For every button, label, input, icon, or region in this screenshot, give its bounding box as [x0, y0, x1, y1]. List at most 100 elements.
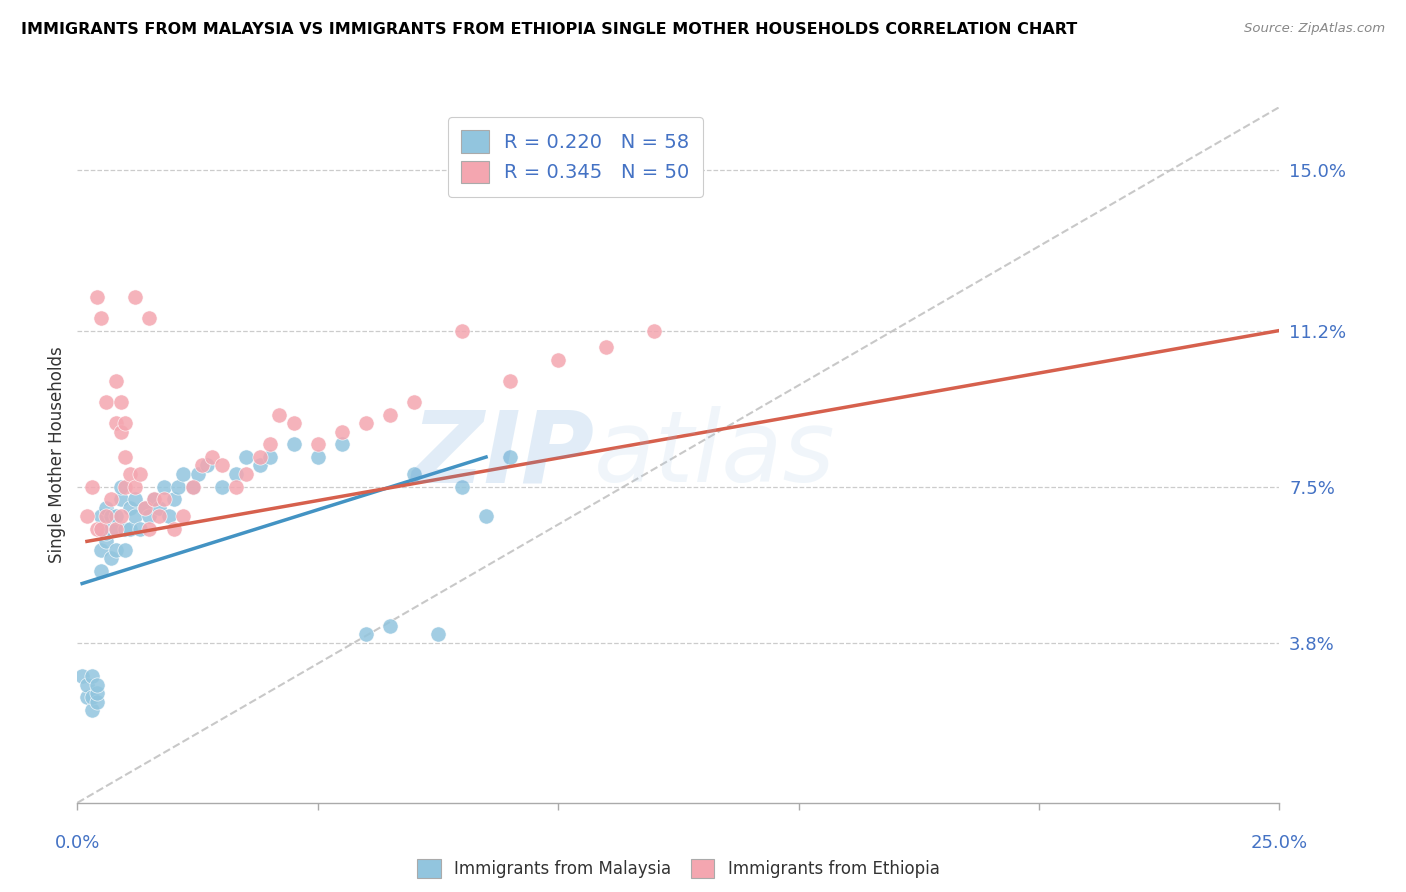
Point: [172, 509, 194, 524]
Point: [80, 479, 103, 493]
Point: [499, 450, 522, 464]
Point: [134, 500, 156, 515]
Point: [120, 522, 142, 536]
Point: [330, 437, 353, 451]
Point: [100, 492, 122, 507]
Point: [259, 450, 281, 464]
Point: [96, 509, 118, 524]
Point: [86, 522, 108, 536]
Point: [104, 374, 127, 388]
Point: [138, 522, 160, 536]
Point: [124, 509, 146, 524]
Point: [354, 417, 377, 431]
Point: [225, 467, 247, 481]
Point: [499, 374, 522, 388]
Point: [378, 408, 401, 422]
Point: [120, 467, 142, 481]
Point: [80, 669, 103, 683]
Point: [354, 627, 377, 641]
Point: [124, 479, 146, 493]
Point: [148, 500, 170, 515]
Point: [259, 437, 281, 451]
Point: [307, 437, 329, 451]
Point: [143, 492, 166, 507]
Point: [110, 425, 132, 439]
Point: [269, 408, 291, 422]
Point: [211, 458, 233, 473]
Point: [90, 522, 112, 536]
Point: [86, 290, 108, 304]
Point: [167, 479, 190, 493]
Text: 0.0%: 0.0%: [55, 834, 100, 852]
Point: [86, 678, 108, 692]
Point: [114, 417, 136, 431]
Point: [162, 492, 184, 507]
Point: [110, 509, 132, 524]
Point: [90, 522, 112, 536]
Point: [138, 310, 160, 325]
Point: [307, 450, 329, 464]
Text: ZIP: ZIP: [411, 407, 595, 503]
Point: [172, 467, 194, 481]
Point: [181, 479, 204, 493]
Text: Source: ZipAtlas.com: Source: ZipAtlas.com: [1244, 22, 1385, 36]
Point: [201, 450, 224, 464]
Point: [124, 290, 146, 304]
Point: [643, 324, 665, 338]
Point: [378, 618, 401, 632]
Point: [86, 695, 108, 709]
Point: [402, 395, 425, 409]
Point: [143, 492, 166, 507]
Point: [330, 425, 353, 439]
Point: [104, 417, 127, 431]
Point: [120, 500, 142, 515]
Point: [181, 479, 204, 493]
Point: [402, 467, 425, 481]
Point: [100, 551, 122, 566]
Point: [76, 690, 98, 705]
Point: [96, 500, 118, 515]
Point: [104, 509, 127, 524]
Text: atlas: atlas: [595, 407, 837, 503]
Point: [114, 522, 136, 536]
Point: [225, 479, 247, 493]
Legend: Immigrants from Malaysia, Immigrants from Ethiopia: Immigrants from Malaysia, Immigrants fro…: [411, 853, 946, 885]
Point: [249, 450, 271, 464]
Point: [162, 522, 184, 536]
Point: [76, 509, 98, 524]
Point: [235, 450, 257, 464]
Point: [110, 395, 132, 409]
Point: [80, 690, 103, 705]
Point: [134, 500, 156, 515]
Point: [104, 522, 127, 536]
Point: [76, 678, 98, 692]
Y-axis label: Single Mother Households: Single Mother Households: [48, 347, 66, 563]
Point: [96, 534, 118, 549]
Point: [90, 509, 112, 524]
Point: [100, 509, 122, 524]
Point: [114, 542, 136, 557]
Point: [128, 467, 150, 481]
Text: 25.0%: 25.0%: [1251, 834, 1308, 852]
Point: [451, 324, 474, 338]
Point: [70, 669, 93, 683]
Point: [114, 479, 136, 493]
Point: [80, 703, 103, 717]
Point: [451, 479, 474, 493]
Point: [153, 479, 176, 493]
Point: [249, 458, 271, 473]
Point: [86, 686, 108, 700]
Point: [96, 525, 118, 540]
Point: [187, 467, 209, 481]
Point: [153, 492, 176, 507]
Point: [104, 522, 127, 536]
Point: [148, 509, 170, 524]
Point: [128, 522, 150, 536]
Point: [90, 564, 112, 578]
Point: [235, 467, 257, 481]
Point: [427, 627, 450, 641]
Point: [547, 353, 569, 368]
Point: [110, 479, 132, 493]
Point: [96, 395, 118, 409]
Point: [104, 542, 127, 557]
